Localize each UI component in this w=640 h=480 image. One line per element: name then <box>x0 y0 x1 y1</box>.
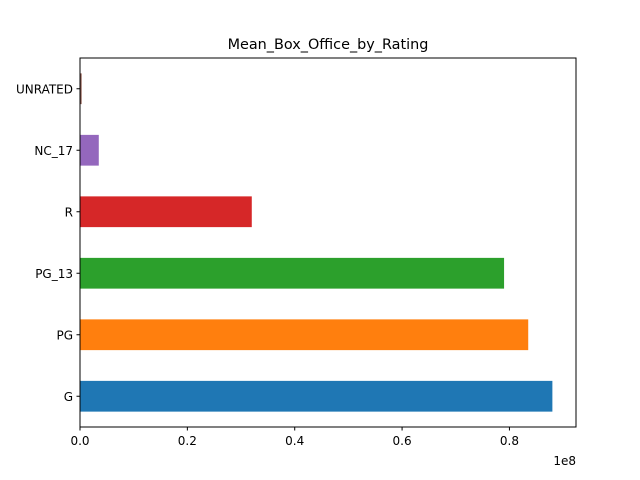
x-tick-label: 0.8 <box>500 434 519 448</box>
bar-unrated <box>80 73 82 105</box>
axes-frame <box>79 57 577 428</box>
x-tick-label: 0.0 <box>70 434 89 448</box>
y-tick-label-unrated: UNRATED <box>16 82 73 96</box>
y-tick-label-pg: PG <box>56 328 73 342</box>
y-tick-label-r: R <box>65 205 73 219</box>
x-tick-label: 0.4 <box>285 434 304 448</box>
x-tick-label: 0.2 <box>178 434 197 448</box>
y-tick-label-g: G <box>64 390 73 404</box>
chart-title: Mean_Box_Office_by_Rating <box>228 37 429 53</box>
bar-nc-17 <box>80 134 99 166</box>
x-axis-offset-label: 1e8 <box>553 454 576 468</box>
y-axis-ticks: G PG PG_13 R NC_17 UNRATED <box>16 82 80 404</box>
y-tick-label-nc-17: NC_17 <box>34 144 73 158</box>
bar-r <box>80 196 252 228</box>
bar-g <box>80 380 553 412</box>
bars-group <box>80 73 553 412</box>
x-tick-label: 0.6 <box>393 434 412 448</box>
y-tick-label-pg-13: PG_13 <box>35 267 73 281</box>
x-axis-ticks: 0.0 0.2 0.4 0.6 0.8 <box>70 427 519 448</box>
bar-pg <box>80 319 529 351</box>
bar-pg-13 <box>80 257 505 289</box>
